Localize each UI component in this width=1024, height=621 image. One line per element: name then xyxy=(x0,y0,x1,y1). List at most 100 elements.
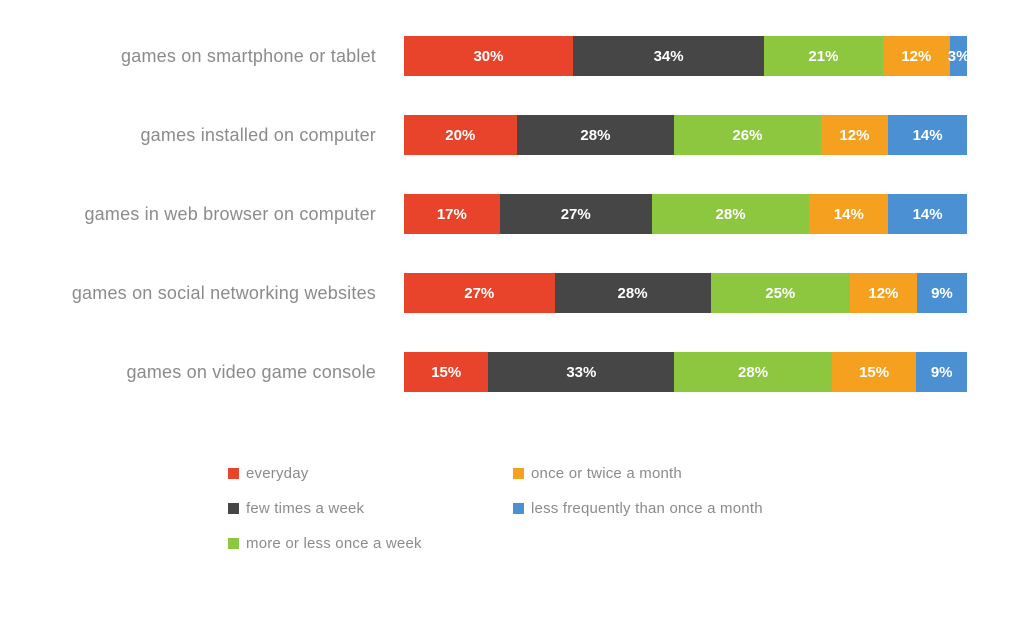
bar-value-label: 14 xyxy=(912,126,930,144)
bar-value-unit: % xyxy=(447,363,462,381)
legend-label: once or twice a month xyxy=(531,464,682,482)
bar-value-label: 12 xyxy=(839,126,857,144)
bar-value-label: 27 xyxy=(560,205,578,223)
bar-segment-more-or-less-once-a-week: 26% xyxy=(674,115,821,155)
bar-value-label: 15 xyxy=(431,363,448,381)
bar-segment-few-times-a-week: 27% xyxy=(499,194,652,234)
stacked-bar: 20% 28% 26% 12% 14% xyxy=(404,115,967,155)
bar-segment-few-times-a-week: 28% xyxy=(516,115,675,155)
bar-value-label: 17 xyxy=(436,205,454,223)
bar-value-unit: % xyxy=(583,363,597,381)
bar-segment-less-frequently-than-once-a-month: 9% xyxy=(916,273,967,313)
bar-segment-once-or-twice-a-month: 12% xyxy=(882,36,951,76)
bar-value-label: 21 xyxy=(808,47,826,65)
category-label: games installed on computer xyxy=(140,124,376,145)
chart-legend: everyday few times a week more or less onc… xyxy=(228,462,798,567)
bar-segment-everyday: 15% xyxy=(404,352,489,392)
legend-swatch-icon xyxy=(228,502,239,514)
bar-value-unit: % xyxy=(781,284,796,302)
legend-swatch-icon xyxy=(513,467,524,479)
bar-value-label: 14 xyxy=(912,205,930,223)
bar-value-label: 15 xyxy=(859,363,876,381)
bar-value-label: 9 xyxy=(931,284,940,302)
bar-segment-few-times-a-week: 33% xyxy=(488,352,675,392)
legend-swatch-icon xyxy=(228,467,239,479)
legend-item-once-or-twice-a-month: once or twice a month xyxy=(513,462,798,484)
bar-value-unit: % xyxy=(825,47,839,65)
legend-item-less-frequently-than-once-a-month: less frequently than once a month xyxy=(513,497,798,519)
bar-segment-everyday: 17% xyxy=(404,194,500,234)
bar-value-unit: % xyxy=(749,126,763,144)
bar-value-unit: % xyxy=(956,47,970,65)
legend-swatch-icon xyxy=(228,537,239,549)
bar-segment-less-frequently-than-once-a-month: 14% xyxy=(888,115,967,155)
bar-segment-few-times-a-week: 34% xyxy=(572,36,765,76)
bar-segment-everyday: 30% xyxy=(404,36,573,76)
bar-segment-less-frequently-than-once-a-month: 3% xyxy=(947,36,970,76)
category-label: games on video game console xyxy=(126,361,376,382)
stacked-bar: 30% 34% 21% 12% 3% xyxy=(404,36,970,76)
bar-value-unit: % xyxy=(453,205,467,223)
bar-segment-more-or-less-once-a-week: 28% xyxy=(651,194,810,234)
bar-value-unit: % xyxy=(732,205,746,223)
bar-value-unit: % xyxy=(939,284,953,302)
stacked-bar: 27% 28% 25% 12% 9% xyxy=(404,273,967,313)
chart-row-games-on-video-game-console: games on video game console 15% 33% 28% 15% 9… xyxy=(0,352,1024,392)
bar-value-label: 12 xyxy=(868,284,886,302)
bar-segment-less-frequently-than-once-a-month: 14% xyxy=(888,194,967,234)
bar-value-unit: % xyxy=(480,284,495,302)
bar-segment-once-or-twice-a-month: 14% xyxy=(809,194,889,234)
legend-label: everyday xyxy=(246,464,309,482)
legend-swatch-icon xyxy=(513,502,524,514)
bar-value-unit: % xyxy=(634,284,648,302)
legend-column-2: once or twice a month less frequently tha… xyxy=(513,462,798,567)
bar-value-label: 3 xyxy=(947,47,957,65)
bar-value-unit: % xyxy=(929,126,943,144)
bar-value-label: 14 xyxy=(833,205,851,223)
category-label: games on smartphone or tablet xyxy=(121,45,376,66)
category-label: games on social networking websites xyxy=(71,282,376,303)
bar-segment-once-or-twice-a-month: 12% xyxy=(820,115,889,155)
bar-value-unit: % xyxy=(856,126,870,144)
legend-item-few-times-a-week: few times a week xyxy=(228,497,513,519)
bar-segment-less-frequently-than-once-a-month: 9% xyxy=(916,352,968,392)
bar-value-unit: % xyxy=(597,126,611,144)
bar-value-unit: % xyxy=(939,363,953,381)
bar-value-label: 28 xyxy=(617,284,635,302)
bar-value-label: 12 xyxy=(901,47,919,65)
bar-segment-once-or-twice-a-month: 15% xyxy=(831,352,917,392)
legend-label: more or less once a week xyxy=(246,534,422,552)
bar-segment-everyday: 27% xyxy=(404,273,555,313)
bar-segment-more-or-less-once-a-week: 21% xyxy=(764,36,883,76)
bar-chart: games on smartphone or tablet 30% 34% 21% 12… xyxy=(0,36,1024,431)
bar-value-label: 30 xyxy=(473,47,491,65)
bar-value-unit: % xyxy=(918,47,932,65)
bar-value-unit: % xyxy=(670,47,684,65)
legend-label: less frequently than once a month xyxy=(531,499,763,517)
bar-value-unit: % xyxy=(754,363,769,381)
bar-value-unit: % xyxy=(875,363,890,381)
bar-segment-few-times-a-week: 28% xyxy=(554,273,711,313)
bar-value-unit: % xyxy=(850,205,864,223)
stacked-bar: 17% 27% 28% 14% 14% xyxy=(404,194,967,234)
legend-item-everyday: everyday xyxy=(228,462,513,484)
bar-value-label: 20 xyxy=(445,126,462,144)
bar-value-unit: % xyxy=(885,284,899,302)
chart-row-games-on-social-networking-websites: games on social networking websites 27% 28… xyxy=(0,273,1024,313)
legend-label: few times a week xyxy=(246,499,365,517)
bar-value-label: 28 xyxy=(715,205,733,223)
bar-segment-once-or-twice-a-month: 12% xyxy=(849,273,917,313)
chart-row-games-on-smartphone-or-tablet: games on smartphone or tablet 30% 34% 21% 12… xyxy=(0,36,1024,76)
bar-value-label: 33 xyxy=(566,363,584,381)
chart-row-games-installed-on-computer: games installed on computer 20% 28% 26% 12% 1… xyxy=(0,115,1024,155)
bar-value-unit: % xyxy=(490,47,504,65)
bar-value-label: 27 xyxy=(464,284,481,302)
chart-row-games-in-web-browser-on-computer: games in web browser on computer 17% 27% 28… xyxy=(0,194,1024,234)
bar-value-label: 28 xyxy=(738,363,755,381)
bar-segment-more-or-less-once-a-week: 25% xyxy=(710,273,850,313)
category-label: games in web browser on computer xyxy=(84,203,376,224)
stacked-bar: 15% 33% 28% 15% 9% xyxy=(404,352,968,392)
bar-value-unit: % xyxy=(929,205,943,223)
legend-column-1: everyday few times a week more or less onc… xyxy=(228,462,513,567)
bar-value-label: 26 xyxy=(732,126,750,144)
